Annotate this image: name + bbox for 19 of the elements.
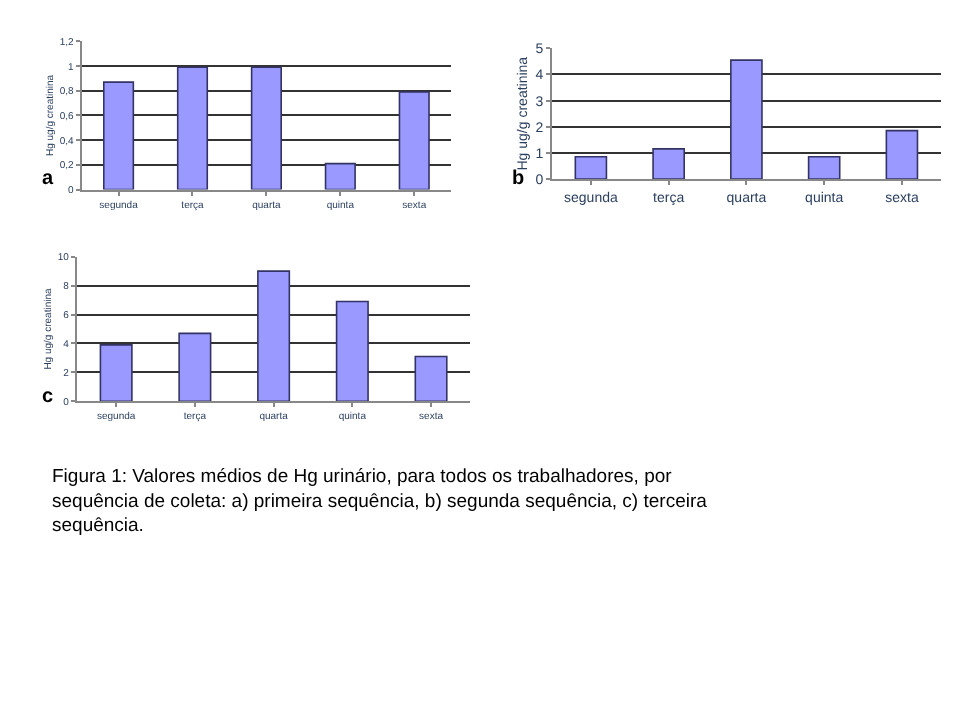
bar bbox=[324, 162, 356, 190]
bar bbox=[807, 155, 841, 179]
bar bbox=[176, 66, 209, 190]
bar bbox=[730, 59, 763, 179]
bar bbox=[250, 66, 282, 190]
bar bbox=[398, 91, 430, 190]
bar bbox=[178, 332, 212, 402]
bar bbox=[885, 129, 919, 179]
text: a bbox=[42, 168, 54, 190]
bar bbox=[102, 81, 135, 190]
bar bbox=[574, 155, 608, 179]
bar bbox=[99, 344, 133, 402]
bar bbox=[335, 300, 369, 402]
text: c bbox=[42, 386, 54, 408]
bar bbox=[652, 148, 685, 179]
bar bbox=[257, 270, 291, 402]
bar bbox=[414, 355, 448, 402]
text: b bbox=[512, 168, 525, 190]
text: Figura 1: Valores médios de Hg urinário, para todos os trabalhadores, por sequência de coleta: a) primeira sequência, b) segunda sequência, c) terceira sequência. bbox=[52, 466, 709, 538]
